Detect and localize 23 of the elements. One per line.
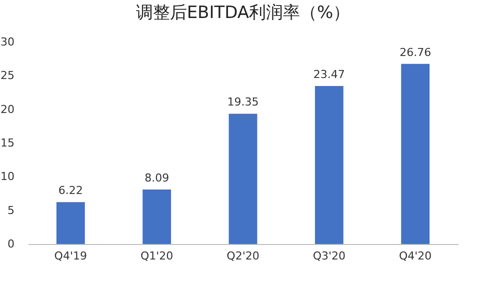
y-tick-label: 30 [0,36,14,48]
x-tick-label: Q3'20 [312,250,346,262]
data-label: 19.35 [227,96,259,109]
bar [142,190,172,244]
bar [56,202,85,244]
bar [228,114,258,244]
y-tick-label: 0 [8,238,14,250]
data-label: 26.76 [400,46,432,59]
y-tick-label: 5 [8,204,14,217]
bar [314,86,344,244]
x-tick-label: Q1'20 [140,250,174,262]
chart-title: 调整后EBITDA利润率（%） [136,3,350,23]
y-tick-label: 20 [0,102,14,116]
data-label: 6.22 [58,184,83,198]
y-tick-label: 15 [0,136,14,150]
y-tick-label: 10 [0,170,14,184]
x-tick-label: Q2'20 [226,250,260,262]
data-label: 8.09 [144,172,170,185]
x-tick-label: Q4'19 [54,250,87,262]
bar [401,64,430,244]
y-tick-label: 25 [0,69,14,82]
data-label: 23.47 [313,68,345,81]
x-tick-label: Q4'20 [399,250,432,262]
